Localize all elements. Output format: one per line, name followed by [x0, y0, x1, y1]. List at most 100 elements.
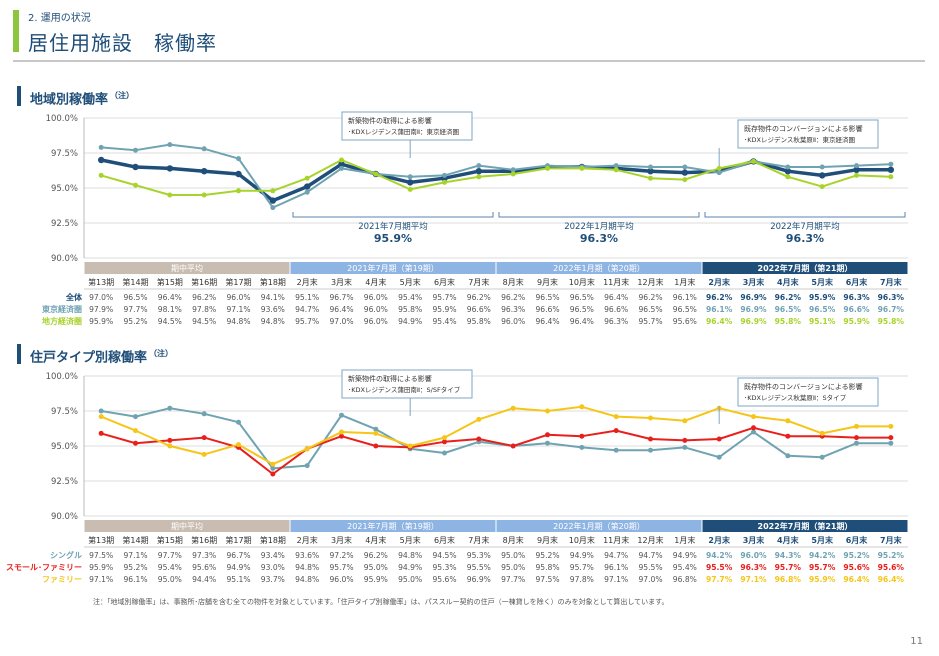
data-point — [235, 170, 242, 178]
period-header-cell — [496, 262, 702, 274]
data-point — [407, 174, 413, 180]
table-value: 97.9% — [89, 305, 113, 314]
data-point — [407, 443, 413, 449]
data-point — [98, 408, 104, 414]
table-value: 98.1% — [158, 305, 182, 314]
table-value: 95.8% — [467, 317, 491, 326]
data-point — [236, 419, 241, 425]
data-point — [339, 412, 344, 418]
average-value: 96.3% — [580, 232, 618, 245]
data-point — [888, 435, 894, 441]
table-value: 95.2% — [123, 563, 147, 572]
data-point — [853, 166, 860, 173]
data-point — [167, 192, 173, 198]
data-point — [406, 179, 414, 186]
data-point — [98, 414, 104, 420]
category-label: 第17期 — [225, 277, 251, 287]
category-label: 7月末 — [468, 277, 489, 287]
table-value: 94.7% — [295, 305, 319, 314]
data-point — [854, 172, 859, 178]
data-point — [854, 440, 859, 446]
callout-box — [737, 377, 879, 407]
period-header-cell — [496, 520, 702, 532]
table-value: 94.4% — [192, 575, 216, 584]
data-point — [819, 164, 825, 170]
table-value: 96.3% — [740, 563, 767, 572]
data-point — [442, 439, 447, 445]
data-point — [98, 430, 104, 436]
table-value: 96.0% — [364, 317, 388, 326]
table-value: 95.9% — [89, 563, 113, 572]
table-value: 95.5% — [638, 563, 662, 572]
y-tick-label: 97.5% — [51, 149, 78, 159]
data-point — [270, 205, 276, 211]
data-point — [613, 167, 619, 173]
table-value: 94.1% — [261, 293, 285, 302]
table-value: 95.9% — [89, 317, 113, 326]
period-header-cell — [290, 262, 496, 274]
table-value: 94.9% — [570, 551, 594, 560]
table-value: 95.0% — [364, 563, 388, 572]
data-point — [270, 461, 276, 467]
table-value: 96.2% — [364, 551, 388, 560]
table-value: 96.2% — [706, 293, 733, 302]
category-label: 5月末 — [400, 535, 421, 545]
table-value: 95.3% — [467, 551, 491, 560]
period-header-label: 2022年1月期（第20期） — [553, 521, 645, 531]
category-label: 7月末 — [880, 535, 902, 545]
table-value: 96.0% — [329, 575, 353, 584]
table-value: 94.9% — [673, 551, 697, 560]
table-value: 95.7% — [638, 317, 662, 326]
category-label: 10月末 — [569, 277, 595, 287]
table-value: 96.4% — [329, 305, 353, 314]
data-point — [339, 165, 344, 171]
series-path — [101, 407, 891, 470]
y-tick-label: 90.0% — [51, 254, 78, 264]
data-point — [648, 447, 653, 453]
category-label: 3月末 — [743, 277, 765, 287]
table-value: 96.5% — [570, 293, 594, 302]
average-value: 96.3% — [786, 232, 824, 245]
data-point — [647, 168, 654, 175]
table-value: 96.4% — [843, 575, 870, 584]
data-point — [339, 429, 344, 435]
table-value: 96.2% — [501, 293, 525, 302]
table-value: 96.5% — [809, 305, 836, 314]
footnote: 注：「地域別稼働率」は、事務所･店舗を含む全ての物件を対象としています。「住戸タ… — [93, 598, 669, 606]
data-point — [304, 463, 310, 469]
table-value: 96.8% — [673, 575, 697, 584]
data-point — [339, 433, 344, 439]
category-label: 8月末 — [503, 535, 524, 545]
table-value: 96.0% — [364, 293, 388, 302]
table-value: 97.1% — [89, 575, 113, 584]
unit-type-chart-note: （注） — [149, 349, 174, 358]
data-point — [545, 432, 550, 438]
data-point — [716, 170, 722, 176]
callout: 既存物件のコンバージョンによる影響 ･KDXレジデンス秋葉原Ⅱ：東京経済圏 — [718, 119, 879, 166]
data-point — [201, 435, 207, 441]
category-label: 5月末 — [811, 277, 833, 287]
data-point — [785, 453, 791, 459]
y-tick-label: 90.0% — [51, 512, 78, 522]
table-value: 96.1% — [673, 293, 697, 302]
data-point — [819, 454, 825, 460]
table-value: 96.4% — [535, 317, 559, 326]
table-value: 96.0% — [740, 551, 767, 560]
table-value: 93.4% — [261, 551, 285, 560]
y-tick-label: 92.5% — [51, 219, 78, 229]
category-label: 12月末 — [637, 277, 663, 287]
table-value: 96.7% — [878, 305, 905, 314]
data-point — [682, 418, 688, 424]
series-path — [101, 143, 891, 209]
series-line — [98, 405, 894, 471]
category-label: 第15期 — [157, 535, 183, 545]
table-value: 94.9% — [226, 563, 250, 572]
callout: 新築物件の取得による影響 ･KDXレジデンス蒲田南Ⅱ：S/SFタイプ — [341, 369, 473, 416]
table-value: 96.2% — [775, 293, 802, 302]
table-value: 96.1% — [706, 305, 733, 314]
data-point — [716, 454, 722, 460]
table-value: 97.1% — [740, 575, 767, 584]
category-label: 2月末 — [708, 277, 730, 287]
data-point — [887, 166, 895, 173]
table-value: 94.7% — [604, 551, 628, 560]
